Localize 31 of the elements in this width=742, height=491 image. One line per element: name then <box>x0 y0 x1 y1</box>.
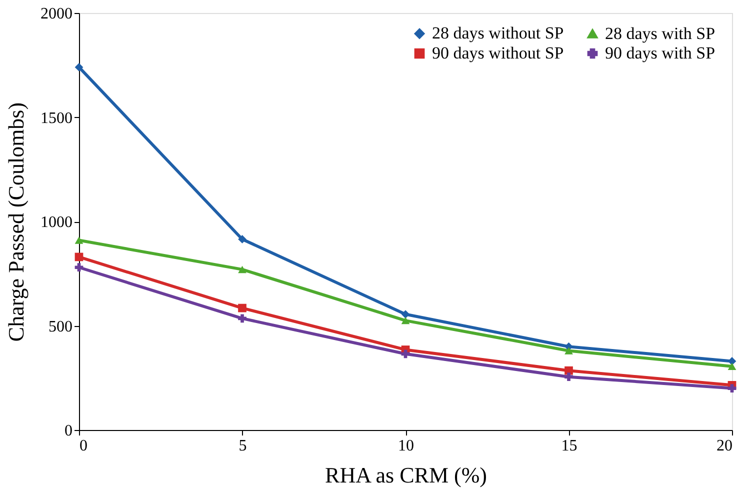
point <box>401 316 410 324</box>
point <box>74 236 84 244</box>
y-axis-title: Charge Passed (Coulombs) <box>4 102 28 342</box>
x-tick-label: 20 <box>716 438 732 454</box>
x-tick-label: 10 <box>398 438 414 454</box>
y-tick-label: 1000 <box>40 214 72 231</box>
point <box>401 310 410 318</box>
legend-label: 28 days without SP <box>432 24 564 43</box>
legend-label: 90 days without SP <box>432 44 564 62</box>
y-tick-label: 1500 <box>40 110 72 127</box>
point <box>238 304 246 312</box>
point <box>728 362 736 370</box>
point <box>74 63 84 72</box>
point <box>74 263 84 272</box>
x-tick-label: 15 <box>561 438 578 454</box>
legend-label: 90 days with SP <box>605 44 716 62</box>
x-tick-label: 0 <box>80 438 88 454</box>
point <box>728 384 736 392</box>
x-axis-title: RHA as CRM (%) <box>325 462 487 488</box>
point <box>238 314 246 323</box>
point <box>564 372 573 382</box>
point <box>401 350 410 358</box>
point <box>564 347 573 354</box>
point <box>238 266 246 274</box>
point <box>238 235 246 244</box>
y-tick-label: 0 <box>64 422 72 440</box>
legend-label: 28 days with SP <box>605 24 716 43</box>
x-tick-label: 5 <box>238 438 247 454</box>
y-tick-label: 500 <box>48 318 72 336</box>
point <box>74 252 84 262</box>
y-tick-label: 2000 <box>40 6 72 22</box>
